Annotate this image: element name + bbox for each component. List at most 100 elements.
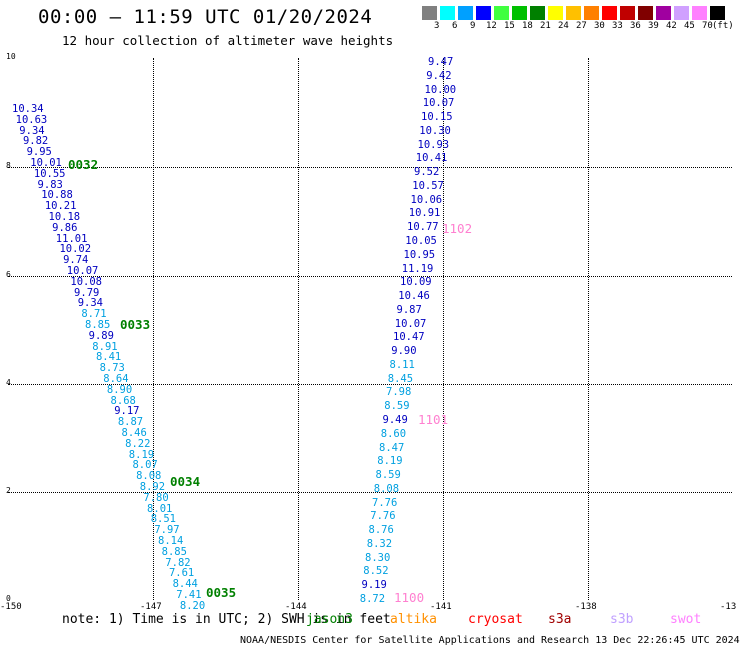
wave-height-value: 9.86 (52, 221, 78, 234)
wave-height-value: 8.14 (158, 535, 184, 547)
colorbar-label: 3 (434, 21, 440, 31)
wave-height-value: 8.68 (110, 394, 136, 407)
colorbar-label: 39 (648, 21, 659, 31)
satellite-legend-item: s3a (548, 612, 572, 627)
colorbar-swatch (638, 6, 653, 20)
wave-height-value: 10.06 (410, 193, 443, 206)
colorbar-label: 18 (522, 21, 533, 31)
wave-height-value: 10.02 (59, 243, 92, 256)
wave-height-value: 10.18 (48, 211, 81, 223)
grid-line-144 (298, 58, 299, 600)
wave-height-value: 10.91 (408, 207, 441, 220)
wave-height-value: 10.93 (417, 138, 450, 151)
wave-height-value: 8.45 (387, 372, 414, 385)
pass-label-0033: 0033 (120, 317, 151, 332)
wave-height-value: 7.82 (165, 556, 191, 569)
colorbar-label: 12 (486, 21, 497, 31)
wave-height-value: 8.22 (125, 437, 151, 450)
wave-height-value: 9.34 (77, 297, 103, 310)
wave-height-value: 9.34 (19, 124, 45, 137)
wave-height-value: 9.19 (361, 579, 387, 592)
x-tick-label: -141 (430, 602, 452, 612)
wave-height-value: 10.77 (407, 221, 439, 234)
wave-height-value: 10.08 (70, 275, 102, 288)
wave-height-value: 9.79 (74, 286, 100, 299)
wave-height-value: 10.46 (398, 290, 430, 303)
wave-height-value: 11.19 (401, 262, 434, 275)
wave-height-value: 10.07 (66, 265, 99, 277)
wave-height-value: 8.59 (375, 469, 401, 482)
satellite-legend-item: jason3 (306, 612, 353, 627)
y-tick-label: 8 (6, 161, 11, 170)
colorbar-swatch (674, 6, 689, 20)
y-tick-label: 2 (6, 486, 11, 495)
wave-height-value: 8.64 (103, 373, 129, 385)
wave-height-value: 10.41 (415, 152, 448, 165)
colorbar-label: 30 (594, 21, 605, 31)
wave-height-value: 10.07 (422, 97, 455, 110)
wave-height-value: 8.90 (106, 383, 133, 396)
colorbar-swatch (530, 6, 545, 20)
wave-height-value: 10.09 (400, 276, 432, 289)
colorbar-swatch (656, 6, 671, 20)
pass-label-1101: 1101 (418, 412, 449, 427)
satellite-legend-item: swot (670, 612, 702, 627)
note-text: note: 1) Time is in UTC; 2) SWH is in fe… (62, 612, 391, 627)
pass-label-1100: 1100 (394, 590, 425, 605)
wave-height-value: 8.07 (132, 459, 158, 472)
wave-height-value: 9.74 (63, 254, 89, 267)
map-subtitle: 12 hour collection of altimeter wave hei… (62, 33, 394, 48)
y-tick-label: 10 (6, 52, 16, 61)
satellite-legend-item: s3b (610, 612, 634, 627)
wave-height-value: 10.07 (394, 317, 427, 330)
pass-label-0032: 0032 (68, 157, 99, 172)
colorbar-label: 6 (452, 21, 458, 31)
grid-line-141 (443, 58, 444, 600)
wave-height-value: 8.20 (179, 599, 206, 612)
grid-line-4 (8, 384, 732, 385)
colorbar-swatch (602, 6, 617, 20)
wave-height-value: 7.76 (370, 510, 396, 523)
colorbar-swatch (692, 6, 707, 20)
colorbar-label: 45 (684, 21, 695, 31)
colorbar-label: 70 (702, 21, 713, 31)
wave-height-value: 7.41 (176, 589, 202, 601)
wave-height-value: 8.72 (359, 593, 386, 606)
wave-height-value: 10.05 (405, 235, 437, 247)
wave-height-value: 9.83 (37, 178, 63, 191)
x-tick-label: -138 (575, 602, 597, 612)
wave-height-value: 8.92 (139, 481, 166, 493)
wave-height-value: 10.30 (419, 124, 451, 137)
wave-height-value: 9.17 (114, 405, 140, 418)
wave-height-value: 10.63 (15, 113, 48, 126)
wave-height-value: 9.49 (382, 414, 408, 427)
wave-height-value: 10.00 (424, 83, 457, 96)
wave-height-value: 8.44 (172, 578, 198, 591)
wave-height-value: 8.52 (363, 565, 389, 578)
wave-height-value: 10.34 (12, 103, 44, 115)
wave-height-value: 7.61 (168, 567, 195, 580)
wave-height-value: 8.19 (377, 455, 403, 468)
grid-line-6 (8, 276, 732, 277)
satellite-legend-item: cryosat (468, 612, 523, 627)
wave-height-value: 9.47 (428, 56, 454, 68)
map-title: 00:00 – 11:59 UTC 01/20/2024 (38, 6, 373, 28)
colorbar-label: 9 (470, 21, 476, 31)
wave-height-value: 8.51 (150, 513, 176, 526)
wave-height-value: 7.98 (386, 386, 412, 399)
wave-height-value: 9.95 (26, 146, 52, 159)
x-tick-label: -150 (0, 602, 22, 612)
grid-line-8 (8, 167, 732, 168)
wave-height-value: 8.71 (81, 308, 107, 321)
wave-height-value: 10.47 (393, 331, 425, 344)
colorbar-label: 36 (630, 21, 641, 31)
wave-height-value: 8.30 (365, 551, 391, 564)
colorbar-swatch (584, 6, 599, 20)
colorbar-swatch (548, 6, 563, 20)
colorbar-swatch (494, 6, 509, 20)
wave-height-value: 8.46 (121, 427, 147, 439)
y-tick-label: 4 (6, 378, 11, 387)
wave-height-value: 8.01 (147, 502, 173, 515)
grid-line-2 (8, 492, 732, 493)
